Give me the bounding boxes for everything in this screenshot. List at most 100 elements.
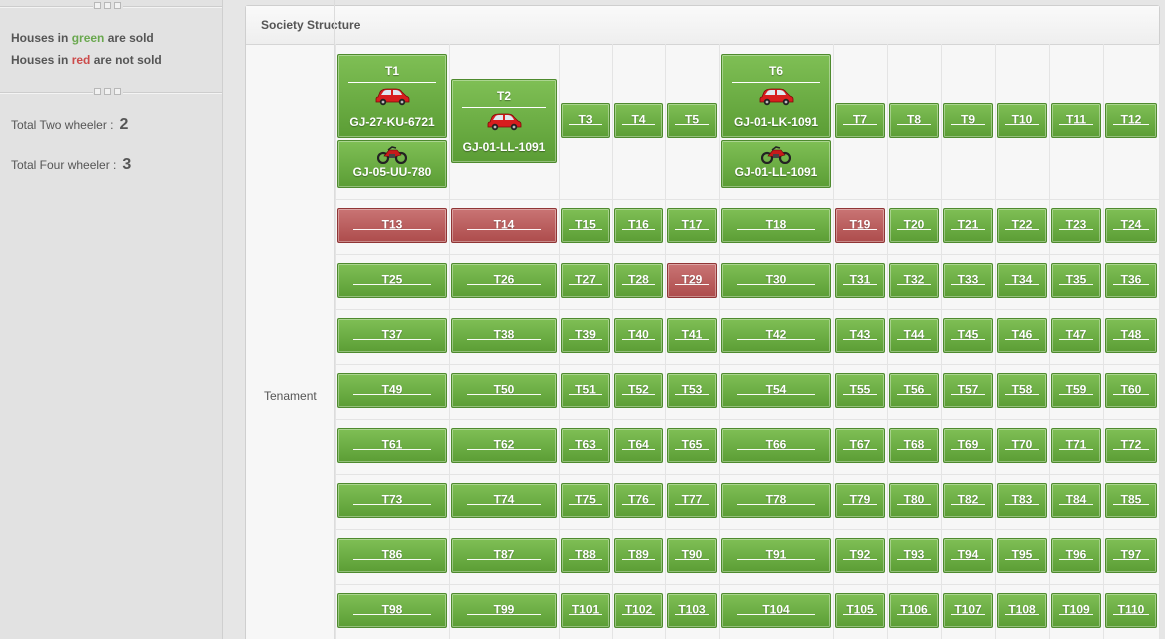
- tenament-tile-t87[interactable]: T87: [451, 538, 557, 573]
- tenament-tile-t104[interactable]: T104: [721, 593, 831, 628]
- tenament-tile-t66[interactable]: T66: [721, 428, 831, 463]
- tenament-tile-t48[interactable]: T48: [1105, 318, 1157, 353]
- tenament-tile-t88[interactable]: T88: [561, 538, 610, 573]
- tenament-tile-t59[interactable]: T59: [1051, 373, 1101, 408]
- tenament-tile-t82[interactable]: T82: [943, 483, 993, 518]
- tenament-tile-t109[interactable]: T109: [1051, 593, 1101, 628]
- tenament-tile-t4[interactable]: T4: [614, 103, 663, 138]
- tenament-tile-t5[interactable]: T5: [667, 103, 717, 138]
- tenament-tile-t86[interactable]: T86: [337, 538, 447, 573]
- tenament-tile-t74[interactable]: T74: [451, 483, 557, 518]
- tenament-tile-t26[interactable]: T26: [451, 263, 557, 298]
- tenament-tile-t50[interactable]: T50: [451, 373, 557, 408]
- tenament-tile-t106[interactable]: T106: [889, 593, 939, 628]
- tenament-tile-t51[interactable]: T51: [561, 373, 610, 408]
- tenament-tile-t14[interactable]: T14: [451, 208, 557, 243]
- tenament-tile-t17[interactable]: T17: [667, 208, 717, 243]
- tenament-tile-t83[interactable]: T83: [997, 483, 1047, 518]
- tenament-tile-t3[interactable]: T3: [561, 103, 610, 138]
- tenament-tile-t110[interactable]: T110: [1105, 593, 1157, 628]
- tenament-tile-t28[interactable]: T28: [614, 263, 663, 298]
- tenament-tile-t90[interactable]: T90: [667, 538, 717, 573]
- tenament-tile-t7[interactable]: T7: [835, 103, 885, 138]
- tenament-tile-t92[interactable]: T92: [835, 538, 885, 573]
- tenament-tile-t79[interactable]: T79: [835, 483, 885, 518]
- tenament-tile-t46[interactable]: T46: [997, 318, 1047, 353]
- tenament-tile-t89[interactable]: T89: [614, 538, 663, 573]
- tenament-tile-t69[interactable]: T69: [943, 428, 993, 463]
- tenament-tile-t19[interactable]: T19: [835, 208, 885, 243]
- tenament-tile-t45[interactable]: T45: [943, 318, 993, 353]
- tenament-tile-t56[interactable]: T56: [889, 373, 939, 408]
- tenament-tile-t60[interactable]: T60: [1105, 373, 1157, 408]
- tenament-tile-t15[interactable]: T15: [561, 208, 610, 243]
- tenament-tile-t85[interactable]: T85: [1105, 483, 1157, 518]
- tenament-tile-t98[interactable]: T98: [337, 593, 447, 628]
- bike-tile-t6[interactable]: GJ-01-LL-1091: [721, 140, 831, 188]
- tenament-tile-t23[interactable]: T23: [1051, 208, 1101, 243]
- tenament-tile-t34[interactable]: T34: [997, 263, 1047, 298]
- tenament-tile-t36[interactable]: T36: [1105, 263, 1157, 298]
- tenament-tile-t80[interactable]: T80: [889, 483, 939, 518]
- tenament-tile-t18[interactable]: T18: [721, 208, 831, 243]
- tenament-tile-t99[interactable]: T99: [451, 593, 557, 628]
- tenament-tile-t30[interactable]: T30: [721, 263, 831, 298]
- tenament-tile-t102[interactable]: T102: [614, 593, 663, 628]
- tenament-tile-t57[interactable]: T57: [943, 373, 993, 408]
- tenament-tile-t75[interactable]: T75: [561, 483, 610, 518]
- grip-icon[interactable]: [93, 88, 123, 96]
- tenament-tile-t101[interactable]: T101: [561, 593, 610, 628]
- tenament-tile-t27[interactable]: T27: [561, 263, 610, 298]
- tenament-tile-t6[interactable]: T6 GJ-01-LK-1091: [721, 54, 831, 138]
- tenament-tile-t25[interactable]: T25: [337, 263, 447, 298]
- tenament-tile-t65[interactable]: T65: [667, 428, 717, 463]
- tenament-tile-t52[interactable]: T52: [614, 373, 663, 408]
- tenament-tile-t73[interactable]: T73: [337, 483, 447, 518]
- tenament-tile-t40[interactable]: T40: [614, 318, 663, 353]
- tenament-tile-t96[interactable]: T96: [1051, 538, 1101, 573]
- tenament-tile-t21[interactable]: T21: [943, 208, 993, 243]
- tenament-tile-t68[interactable]: T68: [889, 428, 939, 463]
- tenament-tile-t32[interactable]: T32: [889, 263, 939, 298]
- bike-tile-t1[interactable]: GJ-05-UU-780: [337, 140, 447, 188]
- tenament-tile-t41[interactable]: T41: [667, 318, 717, 353]
- tenament-tile-t70[interactable]: T70: [997, 428, 1047, 463]
- tenament-tile-t93[interactable]: T93: [889, 538, 939, 573]
- tenament-tile-t55[interactable]: T55: [835, 373, 885, 408]
- tenament-tile-t2[interactable]: T2 GJ-01-LL-1091: [451, 79, 557, 163]
- tenament-tile-t16[interactable]: T16: [614, 208, 663, 243]
- tenament-tile-t24[interactable]: T24: [1105, 208, 1157, 243]
- tenament-tile-t91[interactable]: T91: [721, 538, 831, 573]
- tenament-tile-t84[interactable]: T84: [1051, 483, 1101, 518]
- tenament-tile-t72[interactable]: T72: [1105, 428, 1157, 463]
- tenament-tile-t43[interactable]: T43: [835, 318, 885, 353]
- tenament-tile-t1[interactable]: T1 GJ-27-KU-6721: [337, 54, 447, 138]
- tenament-tile-t76[interactable]: T76: [614, 483, 663, 518]
- tenament-tile-t71[interactable]: T71: [1051, 428, 1101, 463]
- tenament-tile-t37[interactable]: T37: [337, 318, 447, 353]
- tenament-tile-t53[interactable]: T53: [667, 373, 717, 408]
- tenament-tile-t77[interactable]: T77: [667, 483, 717, 518]
- tenament-tile-t61[interactable]: T61: [337, 428, 447, 463]
- tenament-tile-t95[interactable]: T95: [997, 538, 1047, 573]
- tenament-tile-t67[interactable]: T67: [835, 428, 885, 463]
- tenament-tile-t97[interactable]: T97: [1105, 538, 1157, 573]
- tenament-tile-t35[interactable]: T35: [1051, 263, 1101, 298]
- tenament-tile-t107[interactable]: T107: [943, 593, 993, 628]
- tenament-tile-t13[interactable]: T13: [337, 208, 447, 243]
- tenament-tile-t29[interactable]: T29: [667, 263, 717, 298]
- tenament-tile-t62[interactable]: T62: [451, 428, 557, 463]
- tenament-tile-t47[interactable]: T47: [1051, 318, 1101, 353]
- grip-icon[interactable]: [93, 2, 123, 10]
- tenament-tile-t44[interactable]: T44: [889, 318, 939, 353]
- tenament-tile-t105[interactable]: T105: [835, 593, 885, 628]
- tenament-tile-t10[interactable]: T10: [997, 103, 1047, 138]
- tenament-tile-t63[interactable]: T63: [561, 428, 610, 463]
- tenament-tile-t42[interactable]: T42: [721, 318, 831, 353]
- tenament-tile-t39[interactable]: T39: [561, 318, 610, 353]
- tenament-tile-t20[interactable]: T20: [889, 208, 939, 243]
- tenament-tile-t103[interactable]: T103: [667, 593, 717, 628]
- tenament-tile-t94[interactable]: T94: [943, 538, 993, 573]
- tenament-tile-t49[interactable]: T49: [337, 373, 447, 408]
- tenament-tile-t58[interactable]: T58: [997, 373, 1047, 408]
